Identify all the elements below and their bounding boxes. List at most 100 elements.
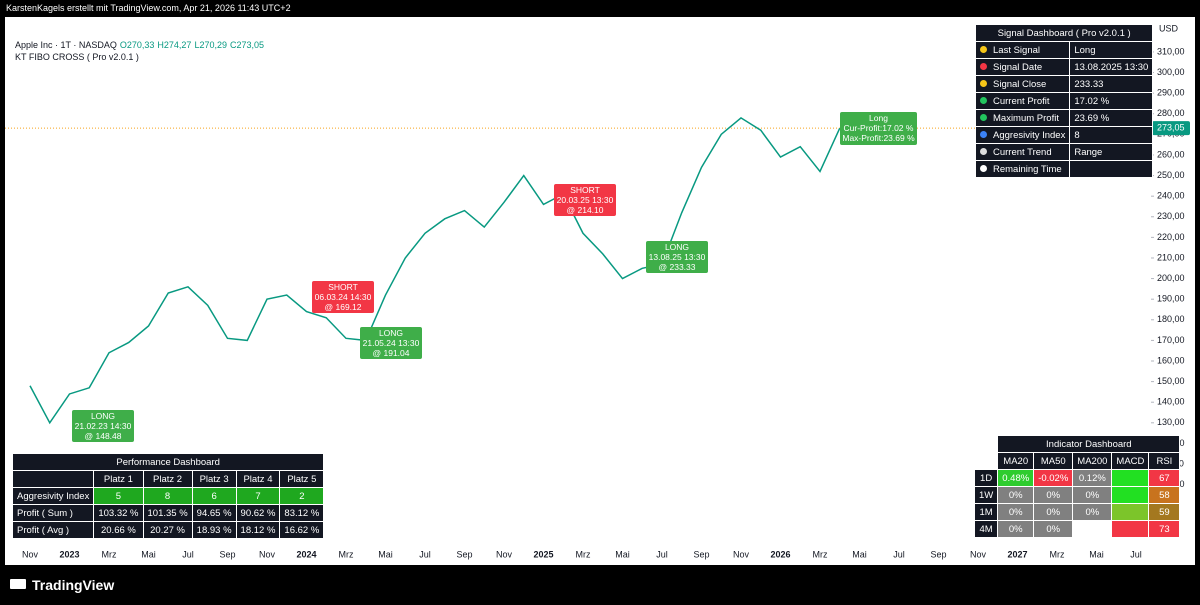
x-tick-label: Mai: [615, 549, 630, 559]
column-header: MA50: [1033, 452, 1074, 470]
row: Current Profit 17.02 %: [974, 92, 1154, 110]
row: 4M 0% 0% 73: [973, 520, 1181, 538]
cell: 2: [279, 487, 325, 505]
row: Performance Dashboard: [11, 453, 325, 471]
signal-date: 20.03.25 13:30: [556, 195, 614, 205]
x-tick-label: Nov: [22, 549, 39, 559]
row-label: Signal Date: [993, 61, 1043, 73]
row-label: Profit ( Sum ): [11, 504, 95, 522]
cell: 67: [1148, 469, 1181, 487]
x-tick-label: Sep: [219, 549, 235, 559]
x-tick-label: 2025: [533, 549, 553, 559]
row: Profit ( Sum ) 103.32 % 101.35 % 94.65 % 90.…: [11, 504, 325, 522]
column-header: Platz 3: [191, 470, 237, 488]
x-tick-label: Sep: [456, 549, 472, 559]
y-tick-label: 140,00: [1157, 397, 1185, 407]
author-line: KarstenKagels erstellt mit TradingView.c…: [6, 3, 291, 13]
row-label: Current Trend: [993, 146, 1052, 158]
cell: 0%: [997, 520, 1035, 538]
cell: 101.35 %: [142, 504, 193, 522]
x-tick-label: Mrz: [339, 549, 354, 559]
ohlc-value: L270,29: [194, 40, 227, 50]
signal-price: @ 191.04: [372, 348, 410, 358]
cell: 94.65 %: [191, 504, 237, 522]
signal-date: 21.02.23 14:30: [74, 421, 132, 431]
corner: [11, 470, 95, 488]
column-header: MA200: [1072, 452, 1113, 470]
icon: [980, 148, 987, 156]
current-signal: Long Cur-Profit:17.02 % Max-Profit:23.69 %: [840, 112, 917, 145]
chart-pane: USD80,0090,00100,00110,00120,00130,00140…: [5, 17, 1195, 565]
cell: [1072, 520, 1113, 538]
cell: 0.12%: [1072, 469, 1113, 487]
cell: 59: [1148, 503, 1181, 521]
icon: [980, 114, 987, 122]
x-tick-label: Sep: [930, 549, 946, 559]
row: Remaining Time: [974, 160, 1154, 178]
signal-price: @ 214.10: [566, 205, 604, 215]
y-tick-label: 200,00: [1157, 273, 1185, 283]
row: 1D 0.48% -0.02% 0.12% 67: [973, 469, 1181, 487]
column-header: Platz 1: [93, 470, 144, 488]
y-tick-label: 170,00: [1157, 335, 1185, 345]
signal-label: LONG 21.05.24 13:30 @ 191.04: [360, 327, 422, 359]
icon: [980, 97, 987, 105]
row-label-cell: Aggresivity Index: [974, 126, 1071, 144]
row-label: Aggresivity Index: [993, 129, 1066, 141]
cell: [1111, 469, 1150, 487]
indicator-dashboard: Indicator Dashboard MA20 MA50 MA200 MACD RSI 1…: [973, 435, 1181, 538]
current-signal: Long: [869, 113, 888, 123]
cell: 73: [1148, 520, 1181, 538]
y-tick-label: 190,00: [1157, 294, 1185, 304]
row-value: [1069, 160, 1154, 178]
column-header: MA20: [997, 452, 1035, 470]
cell: 0%: [1033, 503, 1074, 521]
ohlc-value: O270,33: [119, 40, 155, 50]
row-label: Remaining Time: [993, 163, 1062, 175]
row-label: Last Signal: [993, 44, 1041, 56]
row-label: 1W: [973, 486, 999, 504]
cell: 8: [142, 487, 193, 505]
row-value: Range: [1069, 143, 1154, 161]
column-header: MACD: [1111, 452, 1150, 470]
y-tick-label: 230,00: [1157, 211, 1185, 221]
current-max-profit: Max-Profit:23.69 %: [842, 133, 915, 143]
ohlc-value: C273,05: [229, 40, 265, 50]
row: MA20 MA50 MA200 MACD RSI: [973, 452, 1181, 470]
signal-dashboard: Signal Dashboard ( Pro v2.0.1 ) Last Sign…: [974, 24, 1154, 178]
row: Aggresivity Index 5 8 6 7 2: [11, 487, 325, 505]
signal-date: 13.08.25 13:30: [648, 252, 706, 262]
last-price-box: [1152, 121, 1190, 136]
row-label: Signal Close: [993, 78, 1047, 90]
signal-price: @ 233.33: [658, 262, 696, 272]
row: Signal Close 233.33: [974, 75, 1154, 93]
cell: 58: [1148, 486, 1181, 504]
price-line: [29, 116, 841, 425]
signal-label: SHORT 20.03.25 13:30 @ 214.10: [554, 184, 616, 216]
column-header: Platz 2: [142, 470, 193, 488]
x-tick-label: Jul: [182, 549, 194, 559]
row-label-cell: Last Signal: [974, 41, 1071, 59]
logo: [10, 579, 26, 589]
x-tick-label: 2027: [1007, 549, 1027, 559]
cell: [1111, 503, 1150, 521]
x-tick-label: Jul: [419, 549, 431, 559]
row: Last Signal Long: [974, 41, 1154, 59]
signal-price: @ 148.48: [84, 431, 122, 441]
row-label-cell: Current Trend: [974, 143, 1071, 161]
cell: 83.12 %: [279, 504, 325, 522]
row-label: Maximum Profit: [993, 112, 1059, 124]
y-tick-label: 260,00: [1157, 149, 1185, 159]
cell: 18.12 %: [235, 521, 281, 539]
cell: 90.62 %: [235, 504, 281, 522]
row-value: Long: [1069, 41, 1154, 59]
dashboard-title: Indicator Dashboard: [997, 435, 1181, 453]
cell: 0%: [1072, 486, 1113, 504]
cell: 16.62 %: [279, 521, 325, 539]
y-tick-label: 180,00: [1157, 314, 1185, 324]
column-header: Platz 4: [235, 470, 281, 488]
signal-price: @ 169.12: [324, 302, 362, 312]
ohlc-value: H274,27: [157, 40, 192, 50]
row-label-cell: Current Profit: [974, 92, 1071, 110]
x-tick-label: 2026: [770, 549, 790, 559]
